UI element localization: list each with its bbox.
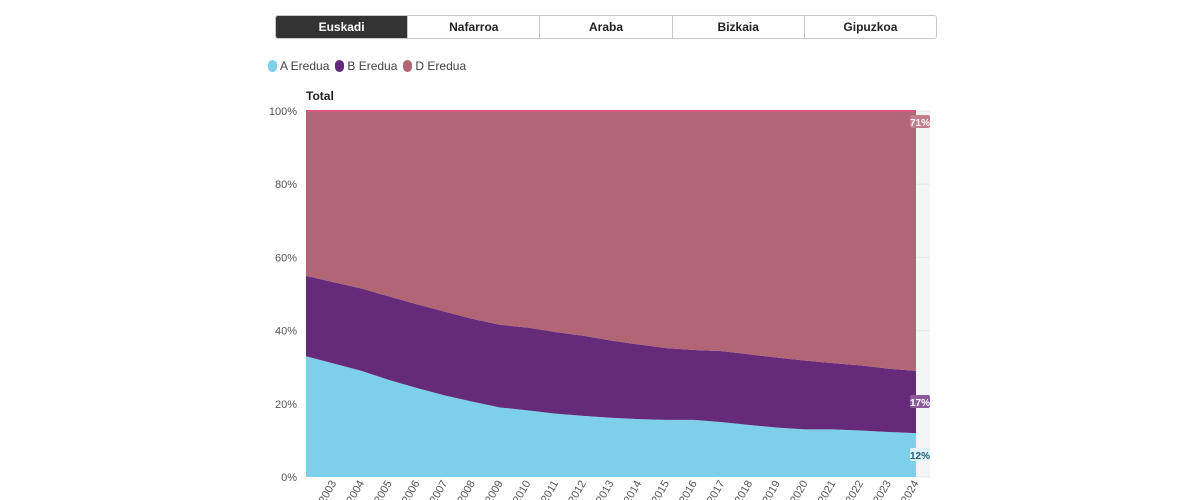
x-tick-label: 2005	[372, 479, 395, 500]
x-tick-label: 2017	[705, 479, 728, 500]
y-tick-label: 80%	[275, 179, 297, 191]
y-tick-label: 40%	[275, 326, 297, 338]
y-tick-label: 0%	[281, 472, 297, 484]
chart-subtitle: Total	[306, 89, 334, 103]
x-tick-label: 2008	[455, 479, 478, 500]
area-b-eredua	[306, 275, 916, 434]
end-label-b-bg	[910, 394, 930, 408]
area-a-eredua	[306, 356, 916, 477]
x-tick-label: 2003	[317, 479, 340, 500]
region-tabs: Euskadi Nafarroa Araba Bizkaia Gipuzkoa	[275, 15, 937, 39]
tab-bizkaia[interactable]: Bizkaia	[671, 16, 804, 38]
plot-right-strip	[916, 111, 930, 477]
x-tick-label: 2010	[511, 479, 534, 500]
legend-item-a-eredua[interactable]: A Eredua	[268, 59, 329, 73]
legend-swatch-b	[335, 60, 345, 72]
legend-swatch-d	[403, 60, 413, 72]
legend-label-a: A Eredua	[280, 59, 330, 73]
x-tick-label: 2020	[788, 479, 811, 500]
x-tick-label: 2016	[677, 479, 700, 500]
x-tick-label: 2024	[899, 479, 922, 500]
tab-gipuzkoa[interactable]: Gipuzkoa	[803, 16, 936, 38]
end-label-d-bg	[910, 115, 930, 128]
x-tick-label: 2021	[816, 479, 839, 500]
chart-legend: A Eredua B Eredua D Eredua	[268, 59, 466, 73]
x-tick-label: 2006	[400, 479, 423, 500]
x-tick-label: 2023	[871, 479, 894, 500]
legend-swatch-a	[268, 60, 277, 72]
legend-item-d-eredua[interactable]: D Eredua	[403, 59, 466, 73]
tab-euskadi[interactable]: Euskadi	[276, 16, 408, 38]
y-tick-label: 100%	[269, 106, 297, 118]
x-tick-label: 2015	[649, 479, 672, 500]
x-tick-label: 2009	[483, 479, 506, 500]
x-tick-label: 2013	[594, 479, 617, 500]
x-tick-label: 2011	[539, 479, 561, 500]
tab-nafarroa[interactable]: Nafarroa	[407, 16, 540, 38]
end-label-b: 17%	[910, 398, 930, 409]
legend-item-b-eredua[interactable]: B Eredua	[335, 59, 397, 73]
legend-label-d: D Eredua	[415, 59, 467, 73]
y-tick-label: 60%	[275, 252, 297, 264]
end-label-d: 71%	[910, 118, 930, 129]
x-tick-label: 2004	[344, 479, 367, 500]
legend-label-b: B Eredua	[347, 59, 398, 73]
x-tick-label: 2022	[844, 479, 867, 500]
x-tick-label: 2014	[622, 479, 645, 500]
area-d-eredua	[306, 111, 916, 371]
x-tick-label: 2018	[733, 479, 756, 500]
y-tick-label: 20%	[275, 399, 297, 411]
end-label-a-bg	[910, 448, 930, 462]
x-tick-label: 2012	[566, 479, 589, 500]
x-tick-label: 2007	[428, 479, 451, 500]
tab-araba[interactable]: Araba	[539, 16, 672, 38]
x-tick-label: 2019	[760, 479, 783, 500]
end-label-a: 12%	[910, 451, 930, 462]
